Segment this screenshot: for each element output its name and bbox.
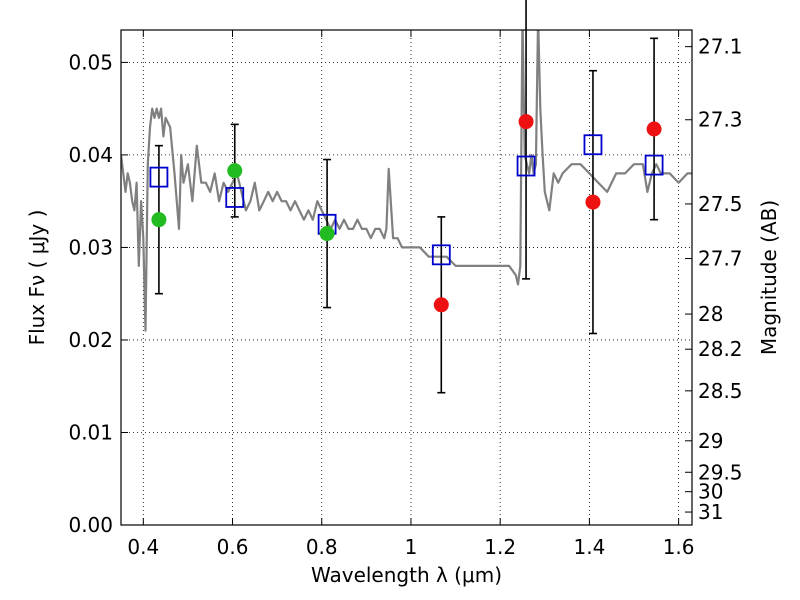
model-square: [644, 154, 664, 176]
mag-tick-label: 27.7: [698, 247, 743, 271]
data-point: [518, 114, 534, 130]
x-tick-label: 1.4: [573, 535, 605, 559]
y-tick-label: 0.04: [68, 143, 113, 167]
mag-tick-label: 31: [698, 500, 723, 524]
mag-tick-label: 27.3: [698, 108, 743, 132]
model-square: [225, 187, 245, 208]
x-tick-label: 0.8: [306, 535, 338, 559]
model-square: [431, 244, 451, 266]
y-tick-label: 0.05: [68, 50, 113, 74]
data-point: [151, 212, 167, 228]
x-tick-label: 0.6: [217, 535, 249, 559]
data-point: [585, 194, 601, 210]
axis-ticks: 0.4 0.6 0.8 1 1.2 1.4 1.6 0.00 0.01 0.02 0.03 0.04 0…: [68, 30, 743, 559]
model-square: [516, 155, 536, 177]
y-tick-label: 0.02: [68, 328, 113, 352]
x-tick-label: 1.2: [484, 535, 516, 559]
right-axis-title: Magnitude (AB): [757, 200, 781, 355]
mag-tick-label: 28.2: [698, 337, 743, 361]
data-point: [227, 163, 243, 179]
data-point: [646, 121, 662, 137]
y-tick-label: 0.00: [68, 513, 113, 537]
data-point: [319, 226, 335, 242]
y-tick-label: 0.01: [68, 420, 113, 444]
mag-tick-label: 27.1: [698, 35, 743, 59]
grid: [121, 30, 692, 526]
plot-frame: [120, 29, 693, 526]
mag-tick-label: 30: [698, 480, 723, 504]
data-point: [433, 297, 449, 313]
spectrum-line: [121, 30, 692, 332]
y-tick-label: 0.03: [68, 235, 113, 259]
x-axis-title: Wavelength λ (μm): [311, 563, 502, 587]
mag-tick-label: 29.5: [698, 460, 743, 484]
mag-tick-label: 27.5: [698, 192, 743, 216]
model-square: [583, 134, 603, 156]
x-tick-label: 0.4: [127, 535, 159, 559]
model-square: [149, 166, 169, 188]
model-spectrum: [121, 30, 692, 332]
mag-tick-label: 29: [698, 429, 723, 453]
mag-tick-label: 28.5: [698, 379, 743, 403]
data-points: [149, 0, 664, 394]
x-tick-label: 1.6: [663, 535, 695, 559]
x-tick-label: 1: [405, 535, 418, 559]
y-axis-title: Flux Fν ( μJy ): [25, 210, 49, 346]
mag-tick-label: 28: [698, 302, 723, 326]
